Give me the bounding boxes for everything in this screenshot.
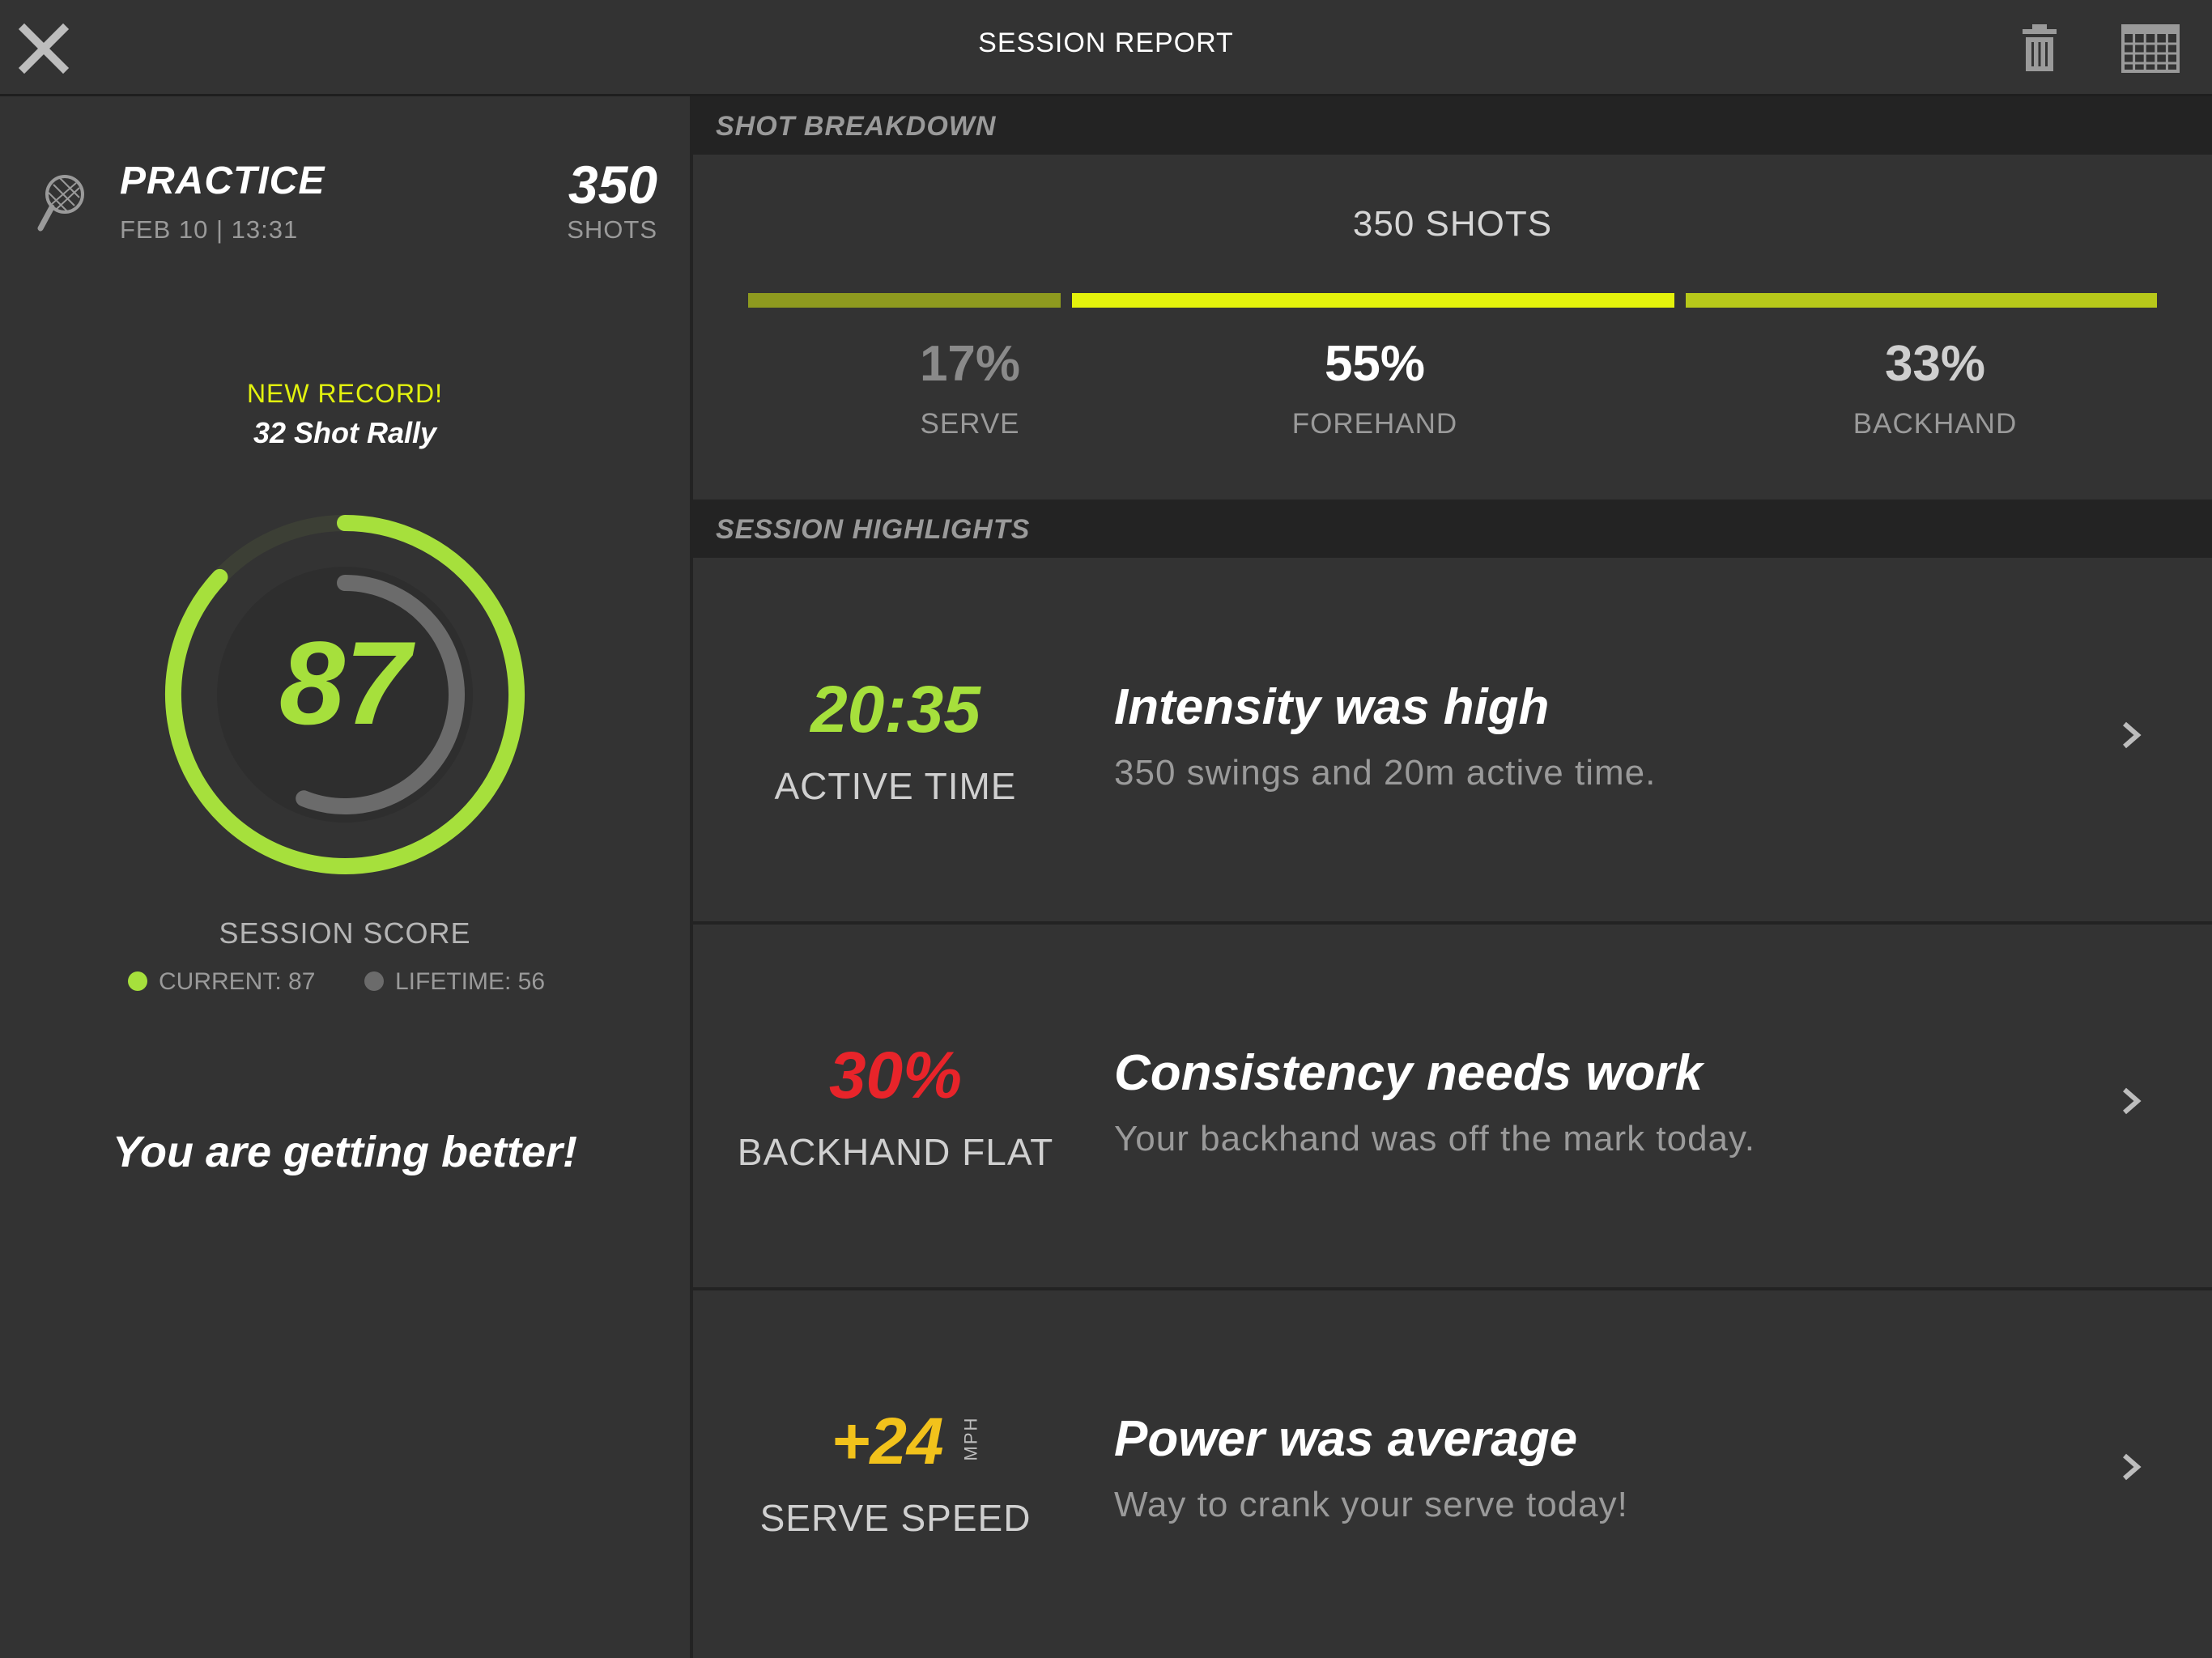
tennis-racket-icon: [37, 175, 84, 232]
current-dot-icon: [128, 971, 147, 991]
page-title: SESSION REPORT: [978, 28, 1234, 58]
highlight-title: Power was average: [1114, 1411, 1578, 1467]
forehand-bar: [1072, 293, 1674, 308]
record-value: 32 Shot Rally: [253, 416, 437, 449]
chevron-right-icon: [2123, 1453, 2142, 1481]
panel-divider: [690, 96, 693, 1658]
highlight-title: Intensity was high: [1114, 679, 1550, 735]
chevron-right-icon: [2123, 1087, 2142, 1115]
backhand-percent: 33%: [1884, 336, 1986, 392]
calendar-icon: [2121, 24, 2180, 73]
session-score-gauge: [165, 515, 525, 874]
delete-button[interactable]: [2021, 23, 2058, 73]
highlight-description: Your backhand was off the mark today.: [1114, 1119, 1755, 1158]
highlight-power[interactable]: +24 MPH SERVE SPEED Power was average Wa…: [693, 1290, 2212, 1652]
legend-lifetime-label: LIFETIME: 56: [395, 968, 546, 995]
total-shots-value: 350: [568, 155, 657, 215]
breakdown-total: 350 SHOTS: [1352, 204, 1553, 244]
highlight-unit: MPH: [960, 1416, 981, 1461]
gauge-lifetime-arc: [296, 575, 465, 814]
lifetime-dot-icon: [364, 971, 384, 991]
highlight-description: Way to crank your serve today!: [1114, 1485, 1628, 1524]
session-score-title: SESSION SCORE: [219, 916, 471, 950]
forehand-percent: 55%: [1324, 336, 1426, 392]
session-summary-panel: [0, 96, 690, 1658]
top-bar: SESSION REPORT: [0, 0, 2212, 96]
highlight-label: ACTIVE TIME: [774, 765, 1017, 807]
highlight-consistency[interactable]: 30% BACKHAND FLAT Consistency needs work…: [693, 925, 2212, 1286]
shot-breakdown-title: SHOT BREAKDOWN: [716, 111, 997, 142]
gauge-current-arc: [165, 515, 525, 874]
close-icon: [18, 23, 70, 74]
highlight-value: 20:35: [810, 673, 981, 746]
close-button[interactable]: [18, 23, 70, 74]
session-highlights-header: SESSION HIGHLIGHTS: [693, 500, 2212, 558]
backhand-label: BACKHAND: [1853, 408, 2018, 440]
backhand-bar: [1686, 293, 2157, 308]
shot-breakdown-header: SHOT BREAKDOWN: [693, 96, 2212, 155]
highlight-intensity[interactable]: 20:35 ACTIVE TIME Intensity was high 350…: [693, 559, 2212, 920]
legend-lifetime: LIFETIME: 56: [364, 968, 545, 996]
forehand-label: FOREHAND: [1291, 408, 1458, 440]
session-highlights-title: SESSION HIGHLIGHTS: [716, 514, 1031, 545]
highlight-divider: [693, 1287, 2212, 1290]
highlight-value: +24: [831, 1405, 944, 1478]
new-record-label: NEW RECORD!: [246, 379, 444, 408]
encouragement-message: You are getting better!: [112, 1128, 578, 1176]
chevron-right-icon: [2123, 721, 2142, 749]
serve-percent: 17%: [919, 336, 1021, 392]
highlight-value: 30%: [828, 1039, 963, 1112]
total-shots-label: SHOTS: [567, 215, 657, 244]
highlight-description: 350 swings and 20m active time.: [1114, 753, 1657, 793]
legend-current: CURRENT: 87: [128, 968, 315, 996]
serve-bar: [748, 293, 1061, 308]
shot-breakdown: 350 SHOTS 17% SERVE 55% FOREHAND 33% BAC…: [693, 155, 2212, 497]
session-date: FEB 10 | 13:31: [120, 215, 299, 244]
gauge-inner-disc: [217, 567, 473, 823]
highlight-label: BACKHAND FLAT: [737, 1131, 1054, 1173]
calendar-button[interactable]: [2121, 24, 2180, 73]
serve-label: SERVE: [920, 408, 1020, 440]
highlight-label: SERVE SPEED: [759, 1497, 1032, 1539]
highlight-divider: [693, 921, 2212, 925]
session-score-value: 87: [279, 617, 411, 749]
session-type: PRACTICE: [120, 159, 325, 202]
legend-current-label: CURRENT: 87: [159, 968, 316, 995]
highlight-title: Consistency needs work: [1114, 1045, 1704, 1101]
trash-icon: [2023, 24, 2057, 71]
